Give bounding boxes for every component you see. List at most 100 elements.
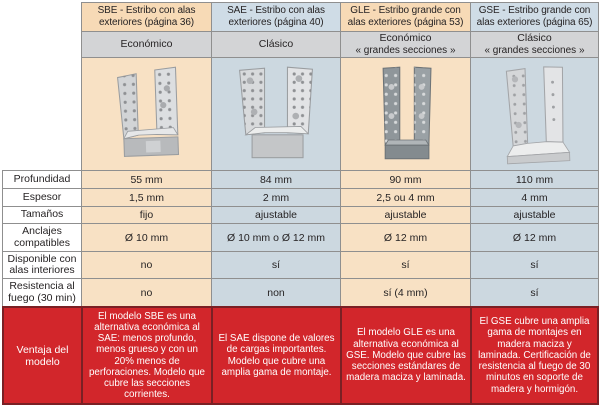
spec-value: Ø 12 mm [340,223,470,251]
spec-value: 1,5 mm [81,188,211,206]
empty-cell [2,31,81,57]
advantage-text: El SAE dispone de valores de cargas impo… [218,333,335,378]
spec-value-text: sí [271,259,281,271]
spec-value: sí [340,251,470,278]
column-header-sbe-label: SBE - Estribo con alas exteriores (págin… [97,5,196,28]
spec-value-text: 90 mm [389,173,422,186]
category-sublabel: « grandes secciones » [484,44,585,56]
gle-joist-hanger-photo [382,66,431,160]
spec-value-text: ajustable [254,209,298,221]
column-header-gse: GSE - Estribo grande con alas exteriores… [470,2,599,31]
empty-cell [2,57,81,170]
spec-value: fijo [81,206,211,223]
spec-value-text: 4 mm [521,191,548,204]
sbe-product-photo [81,57,211,170]
spec-value-text: no [140,286,153,299]
spec-label-espesor: Espesor [2,188,81,206]
spec-value-text: 55 mm [130,173,163,186]
spec-value-text: 110 mm [515,173,554,186]
gse-product-photo [470,57,599,170]
spec-label-text: Resistencia al fuego (30 min) [8,280,76,304]
category-cell-gse: Clásico « grandes secciones » [470,31,599,57]
spec-value: Ø 10 mm [81,223,211,251]
spec-label-profundidad: Profundidad [2,170,81,188]
column-header-sae: SAE - Estribo con alas exteriores (págin… [211,2,340,31]
spec-value: 90 mm [340,170,470,188]
spec-value: 110 mm [470,170,599,188]
spec-value-text: sí [530,286,539,299]
advantage-row-label: Ventaja del modelo [2,306,81,405]
column-header-gle: GLE - Estribo grande con alas exteriores… [340,2,470,31]
advantage-text: El modelo SBE es una alternativa económi… [88,310,205,401]
category-cell-sae: Clásico [211,31,340,57]
spec-label-disponible: Disponible con alas interiores [2,251,81,278]
gle-product-photo [340,57,470,170]
spec-value: no [81,278,211,306]
spec-value-text: non [267,286,285,299]
advantage-cell-gle: El modelo GLE es una alternativa económi… [340,306,470,405]
spec-value: 2,5 ou 4 mm [340,188,470,206]
spec-value-text: 2,5 ou 4 mm [376,191,435,204]
spec-value: sí [470,278,599,306]
category-label: Clásico [258,37,294,50]
spec-label-text: Espesor [22,190,62,203]
spec-value-text: fijo [139,209,154,221]
spec-label-text: Profundidad [13,172,71,185]
spec-value: ajustable [211,206,340,223]
spec-value-text: sí (4 mm) [383,286,428,299]
spec-value-text: Ø 12 mm [512,231,557,244]
spec-value: ajustable [470,206,599,223]
spec-value-text: Ø 12 mm [383,231,428,244]
spec-value-text: sí [530,259,539,271]
spec-value-text: 84 mm [259,173,293,186]
sae-joist-hanger-photo [239,66,313,159]
spec-value: 55 mm [81,170,211,188]
spec-value: no [81,251,211,278]
column-header-sbe: SBE - Estribo con alas exteriores (págin… [81,2,211,31]
category-cell-sbe: Económico [81,31,211,57]
spec-value: ajustable [340,206,470,223]
spec-value: non [211,278,340,306]
spec-value-text: Ø 10 mm [124,231,169,244]
spec-value-text: no [140,259,153,271]
advantage-text: El GSE cubre una amplia gama de montajes… [478,316,591,395]
advantage-text: El modelo GLE es una alternativa económi… [346,327,466,384]
category-sublabel: « grandes secciones » [355,44,456,56]
category-label: Económico [379,32,432,44]
sbe-joist-hanger-photo [116,66,179,157]
spec-value: sí (4 mm) [340,278,470,306]
category-label: Clásico [517,32,552,44]
category-label: Económico [120,37,173,50]
spec-value-text: ajustable [384,209,427,221]
advantage-label-text: Ventaja del modelo [16,343,69,368]
advantage-cell-gse: El GSE cubre una amplia gama de montajes… [470,306,599,405]
sae-product-photo [211,57,340,170]
spec-label-text: Tamaños [20,208,64,221]
spec-label-resistencia: Resistencia al fuego (30 min) [2,278,81,306]
gse-joist-hanger-photo [505,66,570,165]
spec-value: 2 mm [211,188,340,206]
advantage-cell-sae: El SAE dispone de valores de cargas impo… [211,306,340,405]
column-header-gle-label: GLE - Estribo grande con alas exteriores… [347,5,464,28]
spec-value: sí [211,251,340,278]
spec-value-text: sí [401,259,410,271]
spec-label-tamanos: Tamaños [2,206,81,223]
spec-value-text: Ø 10 mm o Ø 12 mm [226,231,326,244]
spec-value: Ø 12 mm [470,223,599,251]
spec-value-text: 1,5 mm [128,191,164,204]
column-header-sae-label: SAE - Estribo con alas exteriores (págin… [227,5,325,28]
advantage-cell-sbe: El modelo SBE es una alternativa económi… [81,306,211,405]
spec-value: Ø 10 mm o Ø 12 mm [211,223,340,251]
empty-corner [2,2,81,31]
column-header-gse-label: GSE - Estribo grande con alas exteriores… [476,5,593,28]
spec-value: 84 mm [211,170,340,188]
category-cell-gle: Económico « grandes secciones » [340,31,470,57]
spec-value-text: ajustable [513,209,556,221]
spec-label-text: Disponible con alas interiores [7,252,77,276]
spec-value: sí [470,251,599,278]
spec-label-text: Anclajes compatibles [13,225,71,249]
spec-label-anclajes: Anclajes compatibles [2,223,81,251]
spec-value-text: 2 mm [262,191,290,204]
